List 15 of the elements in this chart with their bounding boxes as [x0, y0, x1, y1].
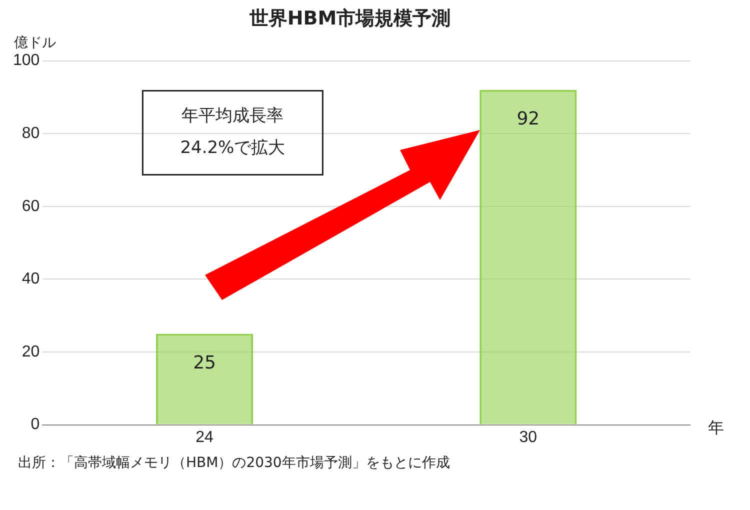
y-tick-label: 100 [12, 52, 40, 70]
annotation: 年平均成長率 24.2%で拡大 [180, 106, 286, 158]
data-label: 92 [516, 108, 540, 130]
text: 出所：「高帯域幅メモリ（HBM）の2030年市場予測」をもとに作成 [18, 454, 451, 473]
x-tick-label: 30 [519, 428, 538, 446]
y-tick-label: 60 [22, 198, 40, 215]
y-axis-title: 億ドル [14, 34, 56, 52]
y-tick-label: 80 [22, 125, 40, 142]
y-tick-label: 0 [30, 416, 40, 434]
x-tick-label: 24 [196, 428, 214, 446]
chart-title: 世界HBM市場規模予測 [248, 7, 451, 30]
x-axis-title: 年 [708, 418, 724, 439]
data-label: 25 [193, 352, 216, 374]
y-tick-label: 20 [22, 343, 40, 360]
y-tick-label: 40 [22, 270, 40, 288]
